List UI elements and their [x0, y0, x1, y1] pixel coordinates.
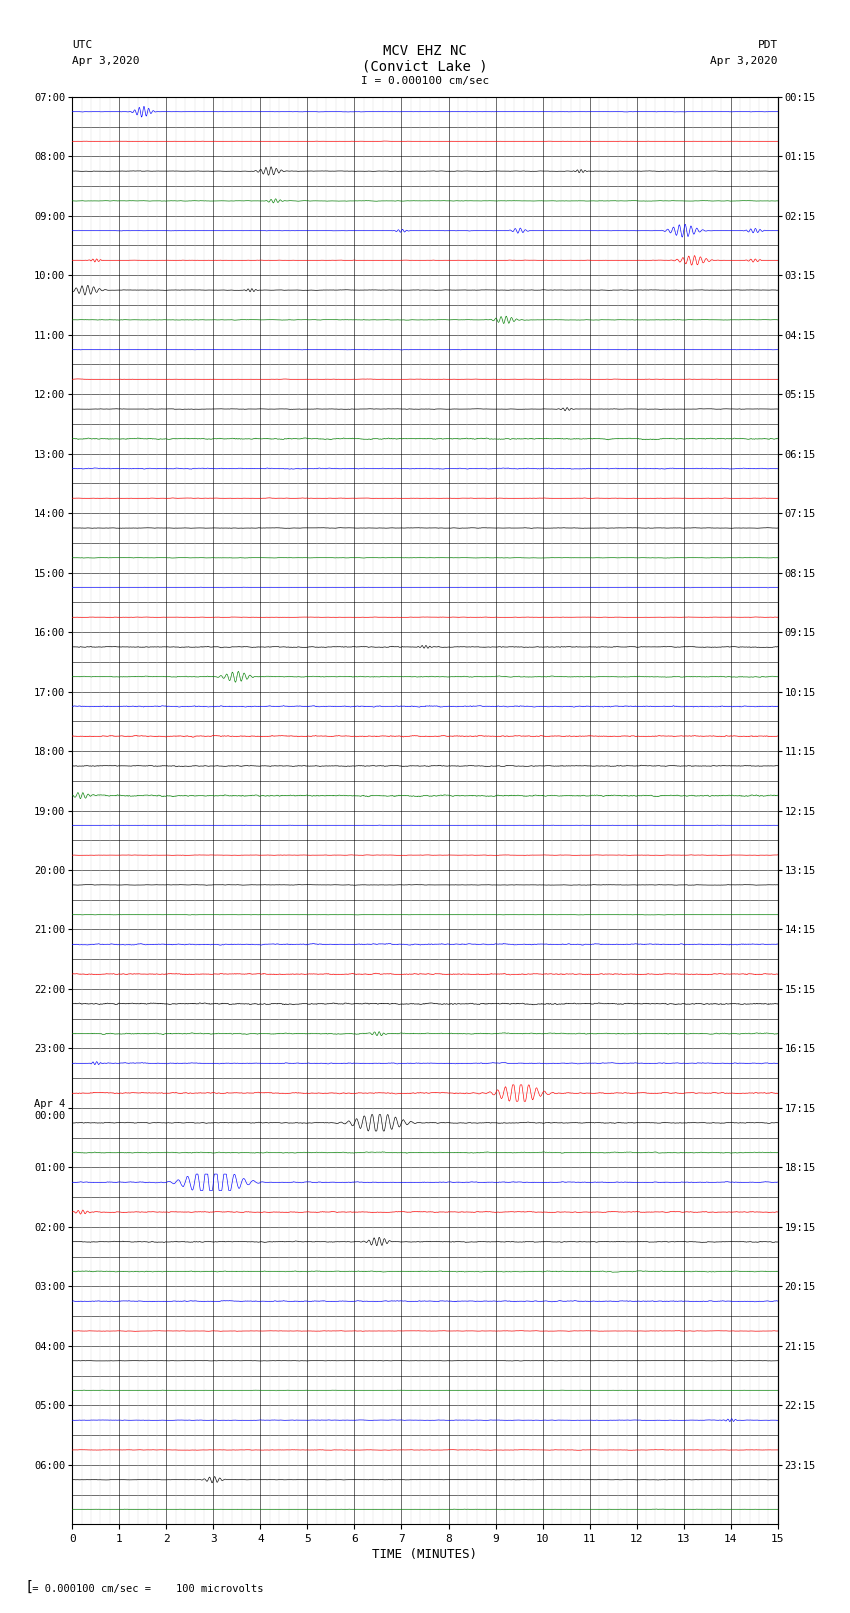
- Text: (Convict Lake ): (Convict Lake ): [362, 60, 488, 74]
- Text: I = 0.000100 cm/sec: I = 0.000100 cm/sec: [361, 76, 489, 85]
- Text: [: [: [17, 1579, 34, 1594]
- Text: PDT: PDT: [757, 40, 778, 50]
- Text: = 0.000100 cm/sec =    100 microvolts: = 0.000100 cm/sec = 100 microvolts: [26, 1584, 263, 1594]
- Text: MCV EHZ NC: MCV EHZ NC: [383, 44, 467, 58]
- Text: Apr 3,2020: Apr 3,2020: [711, 56, 778, 66]
- Text: Apr 3,2020: Apr 3,2020: [72, 56, 139, 66]
- Text: UTC: UTC: [72, 40, 93, 50]
- X-axis label: TIME (MINUTES): TIME (MINUTES): [372, 1548, 478, 1561]
